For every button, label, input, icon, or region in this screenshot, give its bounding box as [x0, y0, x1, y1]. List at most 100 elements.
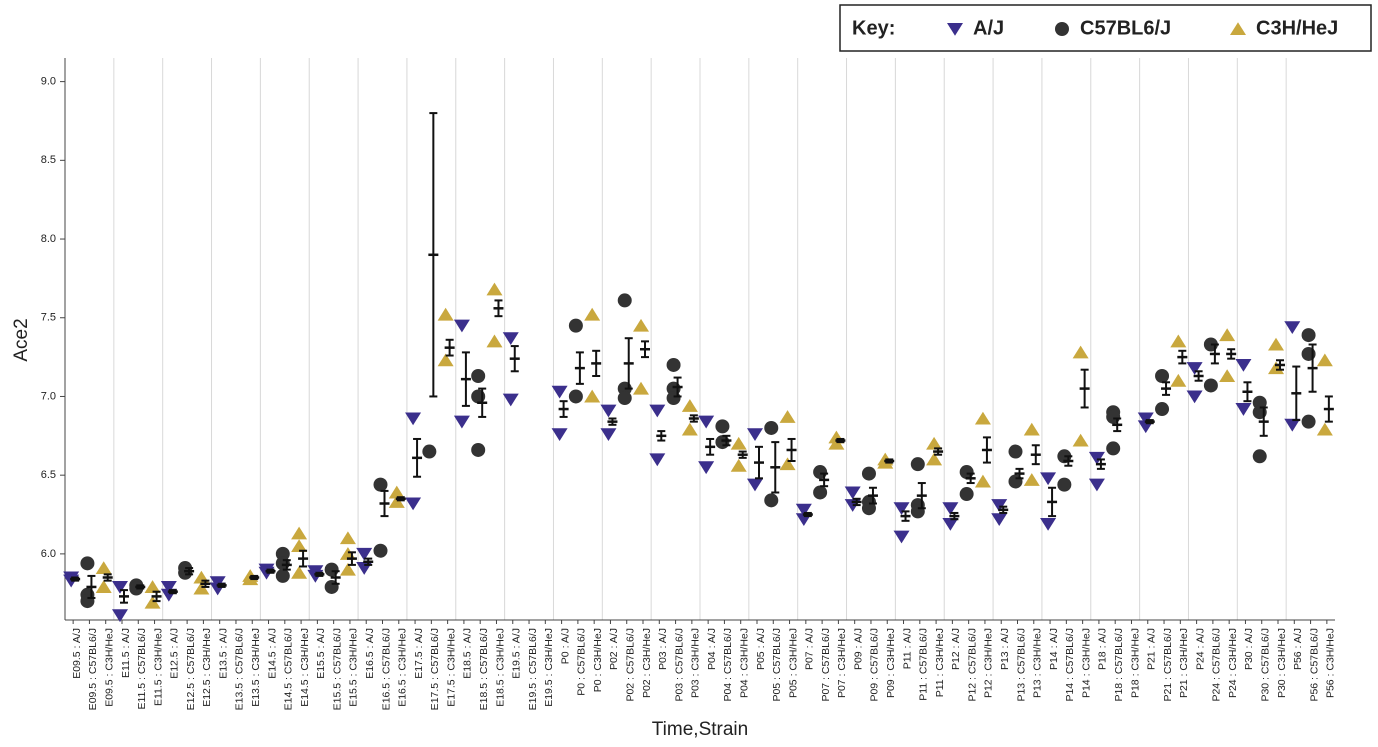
sample-point — [437, 353, 454, 367]
x-tick-label: E09.5 : A/J — [71, 628, 83, 679]
x-tick-label: E11.5 : C3H/HeJ — [152, 628, 164, 706]
sample-point — [95, 561, 112, 575]
sample-point — [1170, 373, 1187, 387]
sample-point — [291, 565, 308, 579]
x-tick-label: E15.5 : C57BL6/J — [331, 628, 343, 710]
sample-point — [698, 415, 715, 429]
x-tick-label: P09 : C3H/HeJ — [885, 628, 897, 698]
sample-point — [861, 501, 876, 516]
sample-point — [291, 539, 308, 553]
legend-symbol — [1055, 22, 1069, 36]
y-tick-label: 7.5 — [41, 312, 56, 324]
sample-point — [1268, 361, 1285, 375]
y-tick-label: 8.5 — [41, 154, 56, 166]
sample-point — [1252, 449, 1267, 464]
sample-point — [339, 562, 356, 576]
sample-point — [666, 357, 681, 372]
sample-point — [437, 307, 454, 321]
x-tick-label: P0 : A/J — [559, 628, 571, 664]
x-tick-label: P04 : A/J — [706, 628, 718, 670]
x-tick-label: E18.5 : C57BL6/J — [478, 628, 490, 710]
x-tick-label: P0 : C57BL6/J — [576, 628, 588, 696]
sample-point — [405, 497, 422, 511]
legend-symbol — [1230, 22, 1246, 35]
x-tick-label: P04 : C3H/HeJ — [738, 628, 750, 698]
x-tick-label: P30 : C57BL6/J — [1260, 628, 1272, 702]
sample-point — [1023, 473, 1040, 486]
sample-point — [746, 428, 763, 442]
sample-point — [764, 493, 779, 508]
sample-point — [275, 568, 290, 583]
x-tick-label: P02 : C3H/HeJ — [641, 628, 653, 698]
x-axis-title: Time,Strain — [652, 719, 748, 740]
sample-point — [649, 453, 666, 467]
sample-point — [681, 422, 698, 436]
x-tick-label: P05 : C3H/HeJ — [787, 628, 799, 698]
x-tick-label: E15.5 : A/J — [315, 628, 327, 679]
x-tick-label: E17.5 : C57BL6/J — [429, 628, 441, 710]
sample-point — [942, 517, 959, 531]
x-tick-label: P56 : C3H/HeJ — [1325, 628, 1337, 698]
sample-point — [617, 293, 632, 308]
sample-point — [991, 499, 1008, 512]
x-tick-label: E11.5 : C57BL6/J — [136, 628, 148, 710]
sample-point — [1040, 472, 1057, 486]
sample-point — [926, 436, 943, 450]
x-tick-label: E18.5 : A/J — [462, 628, 474, 679]
sample-point — [1284, 418, 1301, 432]
x-tick-label: P14 : A/J — [1048, 628, 1060, 670]
sample-point — [373, 543, 388, 558]
sample-point — [568, 389, 583, 404]
x-tick-label: P56 : A/J — [1292, 628, 1304, 670]
sample-point — [1301, 414, 1316, 429]
x-tick-label: P24 : A/J — [1194, 628, 1206, 670]
x-tick-label: P18 : A/J — [1097, 628, 1109, 670]
sample-point — [1072, 345, 1089, 359]
x-tick-label: P18 : C3H/HeJ — [1129, 628, 1141, 698]
sample-point — [422, 444, 437, 459]
x-tick-label: P03 : A/J — [657, 628, 669, 670]
sample-point — [633, 381, 650, 395]
sample-point — [1155, 368, 1170, 383]
sample-point — [471, 442, 486, 457]
sample-point — [1023, 422, 1040, 436]
x-tick-label: E12.5 : A/J — [169, 628, 181, 679]
sample-point — [844, 486, 861, 500]
x-tick-label: P56 : C57BL6/J — [1308, 628, 1320, 702]
sample-point — [1301, 328, 1316, 343]
x-tick-label: E19.5 : C3H/HeJ — [543, 628, 555, 707]
x-tick-label: P02 : A/J — [608, 628, 620, 670]
x-tick-label: P12 : C3H/HeJ — [983, 628, 995, 698]
x-tick-label: E15.5 : C3H/HeJ — [348, 628, 360, 707]
sample-point — [111, 580, 128, 594]
x-tick-label: P14 : C3H/HeJ — [1080, 628, 1092, 698]
sample-point — [551, 428, 568, 442]
sample-point — [779, 457, 796, 471]
sample-point — [828, 436, 845, 450]
sample-point — [1235, 403, 1252, 416]
x-tick-label: P03 : C3H/HeJ — [690, 628, 702, 698]
x-tick-label: P18 : C57BL6/J — [1113, 628, 1125, 702]
sample-point — [926, 452, 943, 466]
legend-symbol — [947, 23, 963, 36]
x-tick-label: P14 : C57BL6/J — [1064, 628, 1076, 702]
sample-point — [1040, 517, 1057, 531]
sample-point — [1235, 358, 1252, 372]
sample-point — [991, 513, 1008, 527]
x-tick-label: E09.5 : C57BL6/J — [87, 628, 99, 710]
x-tick-label: E17.5 : A/J — [413, 628, 425, 679]
sample-point — [486, 334, 503, 348]
x-tick-label: P09 : C57BL6/J — [869, 628, 881, 702]
sample-point — [356, 547, 373, 561]
x-tick-label: P13 : A/J — [999, 628, 1011, 670]
sample-point — [502, 393, 519, 407]
x-tick-label: E14.5 : C3H/HeJ — [299, 628, 311, 707]
sample-point — [144, 580, 161, 593]
x-tick-label: P04 : C57BL6/J — [722, 628, 734, 702]
sample-point — [1186, 362, 1203, 375]
sample-point — [568, 318, 583, 333]
sample-point — [746, 478, 763, 492]
sample-point — [405, 412, 422, 426]
sample-point — [1268, 337, 1285, 351]
